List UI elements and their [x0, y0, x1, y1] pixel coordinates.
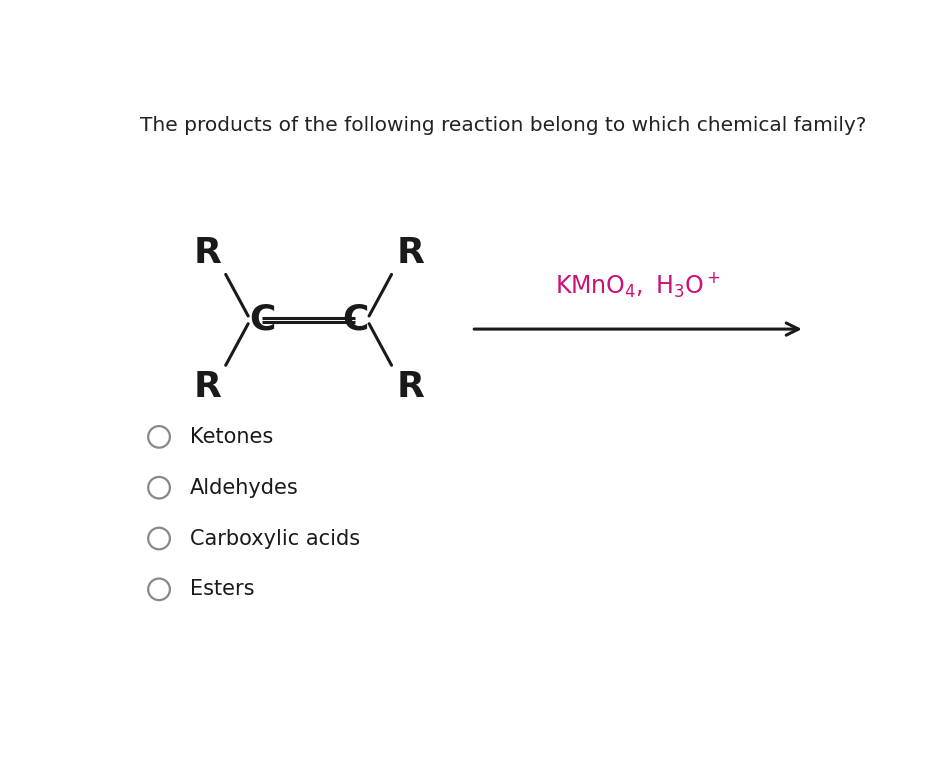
Text: C: C	[342, 303, 369, 337]
Text: C: C	[249, 303, 276, 337]
Text: $\mathregular{KMnO_4, \ H_3O^+}$: $\mathregular{KMnO_4, \ H_3O^+}$	[555, 270, 721, 300]
Text: Carboxylic acids: Carboxylic acids	[190, 529, 360, 548]
Text: R: R	[193, 370, 221, 404]
Text: Esters: Esters	[190, 579, 255, 599]
Text: The products of the following reaction belong to which chemical family?: The products of the following reaction b…	[141, 116, 866, 135]
Text: Ketones: Ketones	[190, 427, 274, 447]
Text: Aldehydes: Aldehydes	[190, 478, 299, 498]
Text: R: R	[193, 236, 221, 270]
Text: R: R	[396, 370, 424, 404]
Text: R: R	[396, 236, 424, 270]
